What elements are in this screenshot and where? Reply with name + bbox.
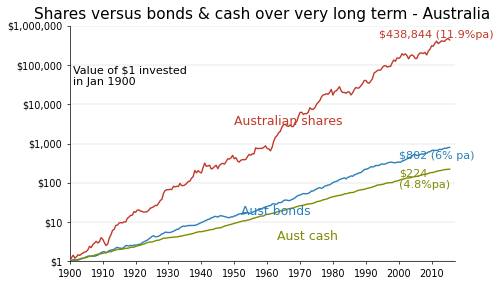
Title: Shares versus bonds & cash over very long term - Australia: Shares versus bonds & cash over very lon…	[34, 7, 490, 22]
Text: $438,844 (11.9%pa): $438,844 (11.9%pa)	[379, 30, 494, 40]
Text: Value of $1 invested
in Jan 1900: Value of $1 invested in Jan 1900	[73, 65, 187, 87]
Text: $802 (6% pa): $802 (6% pa)	[398, 151, 474, 161]
Text: Aust cash: Aust cash	[277, 230, 338, 243]
Text: Australian shares: Australian shares	[234, 115, 343, 128]
Text: $224
(4.8%pa): $224 (4.8%pa)	[398, 168, 450, 190]
Text: Aust bonds: Aust bonds	[241, 205, 310, 218]
